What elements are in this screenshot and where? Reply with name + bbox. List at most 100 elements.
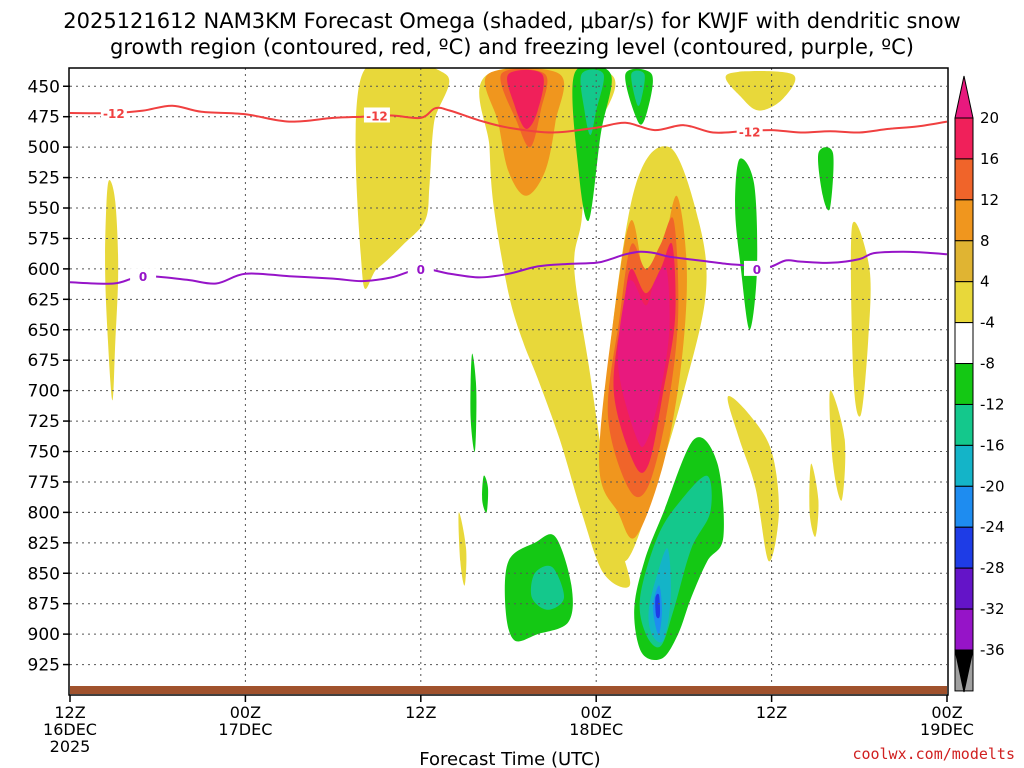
credit-text: coolwx.com/modelts [852,745,1015,763]
colorbar-box-7 [954,403,974,446]
grid-lines [70,68,947,695]
y-tick-label-775: 775 [28,473,60,493]
contour-label-dgz-minus12-0: -12 [103,107,125,121]
chart-title-line1: 2025121612 NAM3KM Forecast Omega (shaded… [63,9,960,33]
shade-neg-low-b [530,565,565,610]
shade-pos-right-3 [850,221,871,417]
shade-pos-right-5 [809,463,819,537]
colorbar-box-4 [954,281,974,324]
shade-pos-right-6 [829,390,846,501]
y-tick-label-850: 850 [28,564,60,584]
colorbar-label-9: -20 [980,477,1005,495]
colorbar-label-10: -24 [980,518,1005,536]
colorbar-label-3: 8 [980,232,990,250]
x-tick-line2-36: 18DEC [569,720,623,739]
y-tick-label-525: 525 [28,169,60,189]
x-tick-line1-36: 00Z [581,703,612,722]
shade-neg-right-b [817,147,834,211]
colorbar-box-8 [954,444,974,487]
shade-pos-right-4 [727,395,779,562]
y-tick-label-700: 700 [28,382,60,402]
plot-frame [68,67,949,696]
contour-label-bg-freezing-level-2 [743,260,770,276]
contour-label-bg-freezing-level-1 [407,260,434,276]
y-tick-label-725: 725 [28,412,60,432]
shade-pos-band-main [355,68,450,289]
x-tick-line1-60: 00Z [931,703,962,722]
colorbar-bottom-arrow [954,649,974,693]
omega-colorbar: 20 16 12 8 4 -4 -8 -12 -16 -20 -24 -28 -32 -36 [954,75,1005,693]
x-axis-label: Forecast Time (UTC) [419,749,600,768]
contour-label-bg-dgz-minus12-1 [363,107,390,123]
colorbar-box-12 [954,608,974,651]
shade-neg-top-a [572,68,612,221]
y-tick-label-675: 675 [28,351,60,371]
y-tick-label-900: 900 [28,625,60,645]
colorbar-box-0 [954,117,974,160]
shade-neg-top-d [631,70,645,106]
colorbar-label-12: -32 [980,600,1005,618]
shade-neg-right-a [735,158,758,330]
shade-neg-low-g [655,593,661,619]
contour-label-freezing-level-0: 0 [139,270,147,284]
x-tick-line1-24: 12Z [405,703,436,722]
contour-label-freezing-level-1: 0 [417,263,425,277]
shade-pos-right-2 [734,71,755,100]
colorbar-box-1 [954,158,974,201]
y-tick-label-750: 750 [28,443,60,463]
temperature-contours: -12 -12 -12 0 0 0 [69,104,948,285]
shade-pos-band-early [105,180,119,401]
colorbar-label-1: 16 [980,150,999,168]
x-tick-line1-0: 12Z [54,703,85,722]
y-tick-label-450: 450 [28,77,60,97]
x-tick-line3-0: 2025 [50,737,91,756]
x-tick-line2-60: 19DEC [920,720,974,739]
colorbar-label-13: -36 [980,641,1005,659]
colorbar-label-7: -12 [980,395,1005,413]
shade-pos-low-left [458,512,467,586]
contour-dgz-minus12 [69,104,948,134]
y-tick-label-600: 600 [28,260,60,280]
colorbar-label-8: -16 [980,436,1005,454]
omega-shaded-regions [105,68,871,661]
y-tick-label-475: 475 [28,108,60,128]
y-tick-label-650: 650 [28,321,60,341]
colorbar-box-3 [954,240,974,283]
colorbar-label-0: 20 [980,109,999,127]
colorbar-label-5: -4 [980,314,995,332]
y-tick-label-825: 825 [28,534,60,554]
y-axis-pressure-ticks: 450 475 500 525 550 575 600 625 650 675 700 725 750 7… [28,77,70,676]
shade-pos-core-e [617,266,670,447]
contour-label-dgz-minus12-2: -12 [739,125,761,139]
x-tick-line2-12: 17DEC [218,720,272,739]
shade-neg-mid-b [482,475,489,513]
shade-pos-top-c [507,69,544,129]
colorbar-label-2: 12 [980,191,999,209]
colorbar-box-9 [954,485,974,528]
x-tick-line2-0: 16DEC [43,720,97,739]
contour-label-dgz-minus12-1: -12 [366,109,388,123]
y-tick-label-575: 575 [28,229,60,249]
y-tick-label-800: 800 [28,503,60,523]
chart-title-line2: growth region (contoured, red, ºC) and f… [110,35,914,59]
colorbar-box-2 [954,199,974,242]
colorbar-top-arrow [954,75,974,119]
contour-freezing-level [69,250,948,285]
contour-label-bg-dgz-minus12-0 [100,105,127,121]
chart-title: 2025121612 NAM3KM Forecast Omega (shaded… [63,9,960,59]
contour-label-bg-freezing-level-0 [130,268,157,284]
y-tick-label-625: 625 [28,290,60,310]
y-tick-label-500: 500 [28,138,60,158]
y-tick-label-550: 550 [28,199,60,219]
shade-pos-band-main-b [479,68,631,588]
contour-label-bg-dgz-minus12-2 [736,123,763,139]
x-tick-line1-48: 12Z [756,703,787,722]
y-tick-label-875: 875 [28,595,60,615]
shade-neg-mid-a [470,353,477,452]
colorbar-label-6: -8 [980,355,995,373]
y-tick-label-925: 925 [28,656,60,676]
terrain-ground-strip [70,686,947,694]
contour-label-freezing-level-2: 0 [753,263,761,277]
